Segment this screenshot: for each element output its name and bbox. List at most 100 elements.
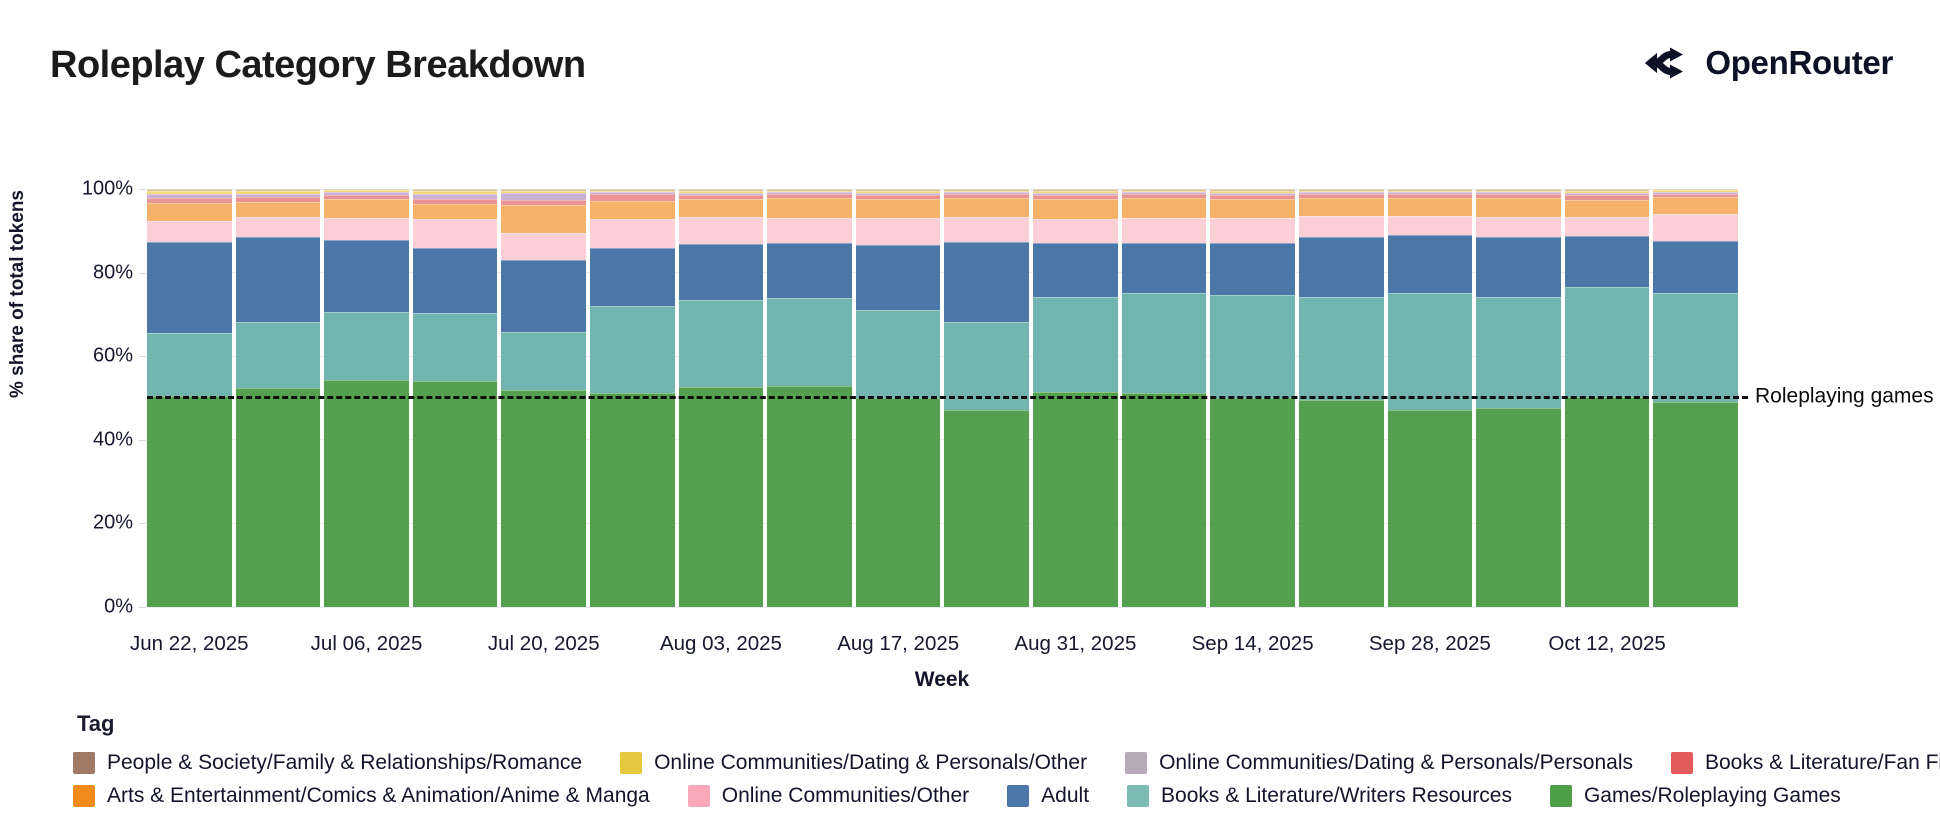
- bar-segment[interactable]: [1210, 295, 1295, 398]
- bar-segment[interactable]: [855, 309, 941, 398]
- bar-segment[interactable]: [767, 194, 852, 199]
- bar-segment[interactable]: [678, 194, 764, 199]
- bar-segment[interactable]: [1387, 410, 1473, 607]
- bar-segment[interactable]: [324, 217, 409, 241]
- bar-segment[interactable]: [412, 313, 498, 381]
- bar-segment[interactable]: [235, 191, 321, 194]
- bar-segment[interactable]: [767, 385, 852, 607]
- bar-segment[interactable]: [1564, 397, 1650, 607]
- bar-segment[interactable]: [147, 189, 232, 192]
- legend-item[interactable]: Games/Roleplaying Games: [1549, 784, 1841, 808]
- bar-segment[interactable]: [1033, 199, 1118, 220]
- bar-segment[interactable]: [1387, 194, 1473, 199]
- bar-segment[interactable]: [412, 247, 498, 314]
- bar-segment[interactable]: [1564, 192, 1650, 196]
- bar-segment[interactable]: [1210, 194, 1295, 199]
- bar-segment[interactable]: [1476, 192, 1561, 195]
- bar-segment[interactable]: [1298, 194, 1384, 199]
- bar-segment[interactable]: [1121, 217, 1207, 243]
- bar-segment[interactable]: [944, 190, 1030, 193]
- bar-segment[interactable]: [1653, 193, 1738, 197]
- bar-segment[interactable]: [501, 331, 587, 391]
- bar-segment[interactable]: [767, 192, 852, 195]
- bar-segment[interactable]: [412, 189, 498, 192]
- bar-aug-24-2025[interactable]: [944, 189, 1030, 607]
- bar-segment[interactable]: [501, 260, 587, 332]
- bar-oct-19-2025[interactable]: [1653, 189, 1738, 607]
- bar-segment[interactable]: [1033, 296, 1118, 393]
- bar-segment[interactable]: [1653, 191, 1738, 194]
- bar-segment[interactable]: [944, 217, 1030, 243]
- bar-sep-07-2025[interactable]: [1121, 189, 1207, 607]
- bar-segment[interactable]: [590, 306, 675, 393]
- bar-segment[interactable]: [1476, 194, 1561, 199]
- bar-segment[interactable]: [1121, 392, 1207, 607]
- bar-segment[interactable]: [1121, 189, 1207, 191]
- bar-segment[interactable]: [324, 199, 409, 218]
- bar-segment[interactable]: [1121, 242, 1207, 294]
- bar-segment[interactable]: [324, 189, 409, 191]
- bar-segment[interactable]: [1121, 293, 1207, 393]
- bar-segment[interactable]: [1653, 293, 1738, 403]
- bar-jun-29-2025[interactable]: [235, 189, 321, 607]
- bar-segment[interactable]: [944, 410, 1030, 607]
- bar-segment[interactable]: [1476, 190, 1561, 193]
- bar-segment[interactable]: [1033, 192, 1118, 195]
- bar-segment[interactable]: [678, 192, 764, 195]
- legend-item[interactable]: Adult: [1007, 784, 1089, 808]
- bar-segment[interactable]: [1653, 190, 1738, 192]
- bar-segment[interactable]: [1387, 235, 1473, 294]
- bar-segment[interactable]: [235, 189, 321, 192]
- bar-segment[interactable]: [678, 189, 764, 191]
- bar-sep-14-2025[interactable]: [1210, 189, 1295, 607]
- bar-segment[interactable]: [1564, 235, 1650, 287]
- bar-segment[interactable]: [1387, 198, 1473, 217]
- bar-segment[interactable]: [678, 300, 764, 388]
- bar-segment[interactable]: [147, 194, 232, 199]
- bar-sep-28-2025[interactable]: [1387, 189, 1473, 607]
- bar-segment[interactable]: [1298, 216, 1384, 238]
- bar-segment[interactable]: [501, 190, 587, 194]
- legend-item[interactable]: Arts & Entertainment/Comics & Animation/…: [73, 784, 650, 808]
- bar-segment[interactable]: [1653, 196, 1738, 215]
- bar-segment[interactable]: [767, 189, 852, 191]
- legend-item[interactable]: Books & Literature/Fan Fiction: [1670, 751, 1940, 775]
- bar-segment[interactable]: [1033, 194, 1118, 200]
- bar-segment[interactable]: [1210, 192, 1295, 195]
- bar-segment[interactable]: [1387, 190, 1473, 193]
- bar-jul-13-2025[interactable]: [412, 189, 498, 607]
- bar-segment[interactable]: [1210, 398, 1295, 607]
- bar-segment[interactable]: [944, 198, 1030, 218]
- bar-segment[interactable]: [1210, 189, 1295, 191]
- bar-segment[interactable]: [147, 198, 232, 204]
- bar-segment[interactable]: [767, 198, 852, 218]
- bar-segment[interactable]: [1476, 296, 1561, 409]
- bar-segment[interactable]: [944, 192, 1030, 195]
- bar-segment[interactable]: [1476, 198, 1561, 218]
- bar-segment[interactable]: [1298, 192, 1384, 195]
- bar-segment[interactable]: [944, 189, 1030, 191]
- bar-segment[interactable]: [1564, 286, 1650, 398]
- bar-segment[interactable]: [767, 298, 852, 386]
- bar-jul-06-2025[interactable]: [324, 189, 409, 607]
- legend-item[interactable]: Online Communities/Dating & Personals/Ot…: [620, 751, 1087, 775]
- bar-segment[interactable]: [412, 191, 498, 194]
- bar-segment[interactable]: [147, 395, 232, 607]
- bar-segment[interactable]: [1121, 198, 1207, 218]
- bar-segment[interactable]: [1653, 189, 1738, 191]
- bar-segment[interactable]: [678, 387, 764, 607]
- bar-segment[interactable]: [767, 217, 852, 243]
- bar-segment[interactable]: [324, 311, 409, 381]
- bar-aug-10-2025[interactable]: [767, 189, 852, 607]
- bar-segment[interactable]: [1564, 195, 1650, 200]
- bar-segment[interactable]: [590, 189, 675, 191]
- bar-segment[interactable]: [590, 194, 675, 201]
- bar-segment[interactable]: [1387, 293, 1473, 411]
- bar-segment[interactable]: [501, 193, 587, 200]
- bar-segment[interactable]: [324, 190, 409, 193]
- bar-segment[interactable]: [1564, 217, 1650, 236]
- bar-segment[interactable]: [1387, 216, 1473, 235]
- bar-segment[interactable]: [1210, 242, 1295, 296]
- bar-segment[interactable]: [501, 199, 587, 205]
- bar-segment[interactable]: [1033, 190, 1118, 193]
